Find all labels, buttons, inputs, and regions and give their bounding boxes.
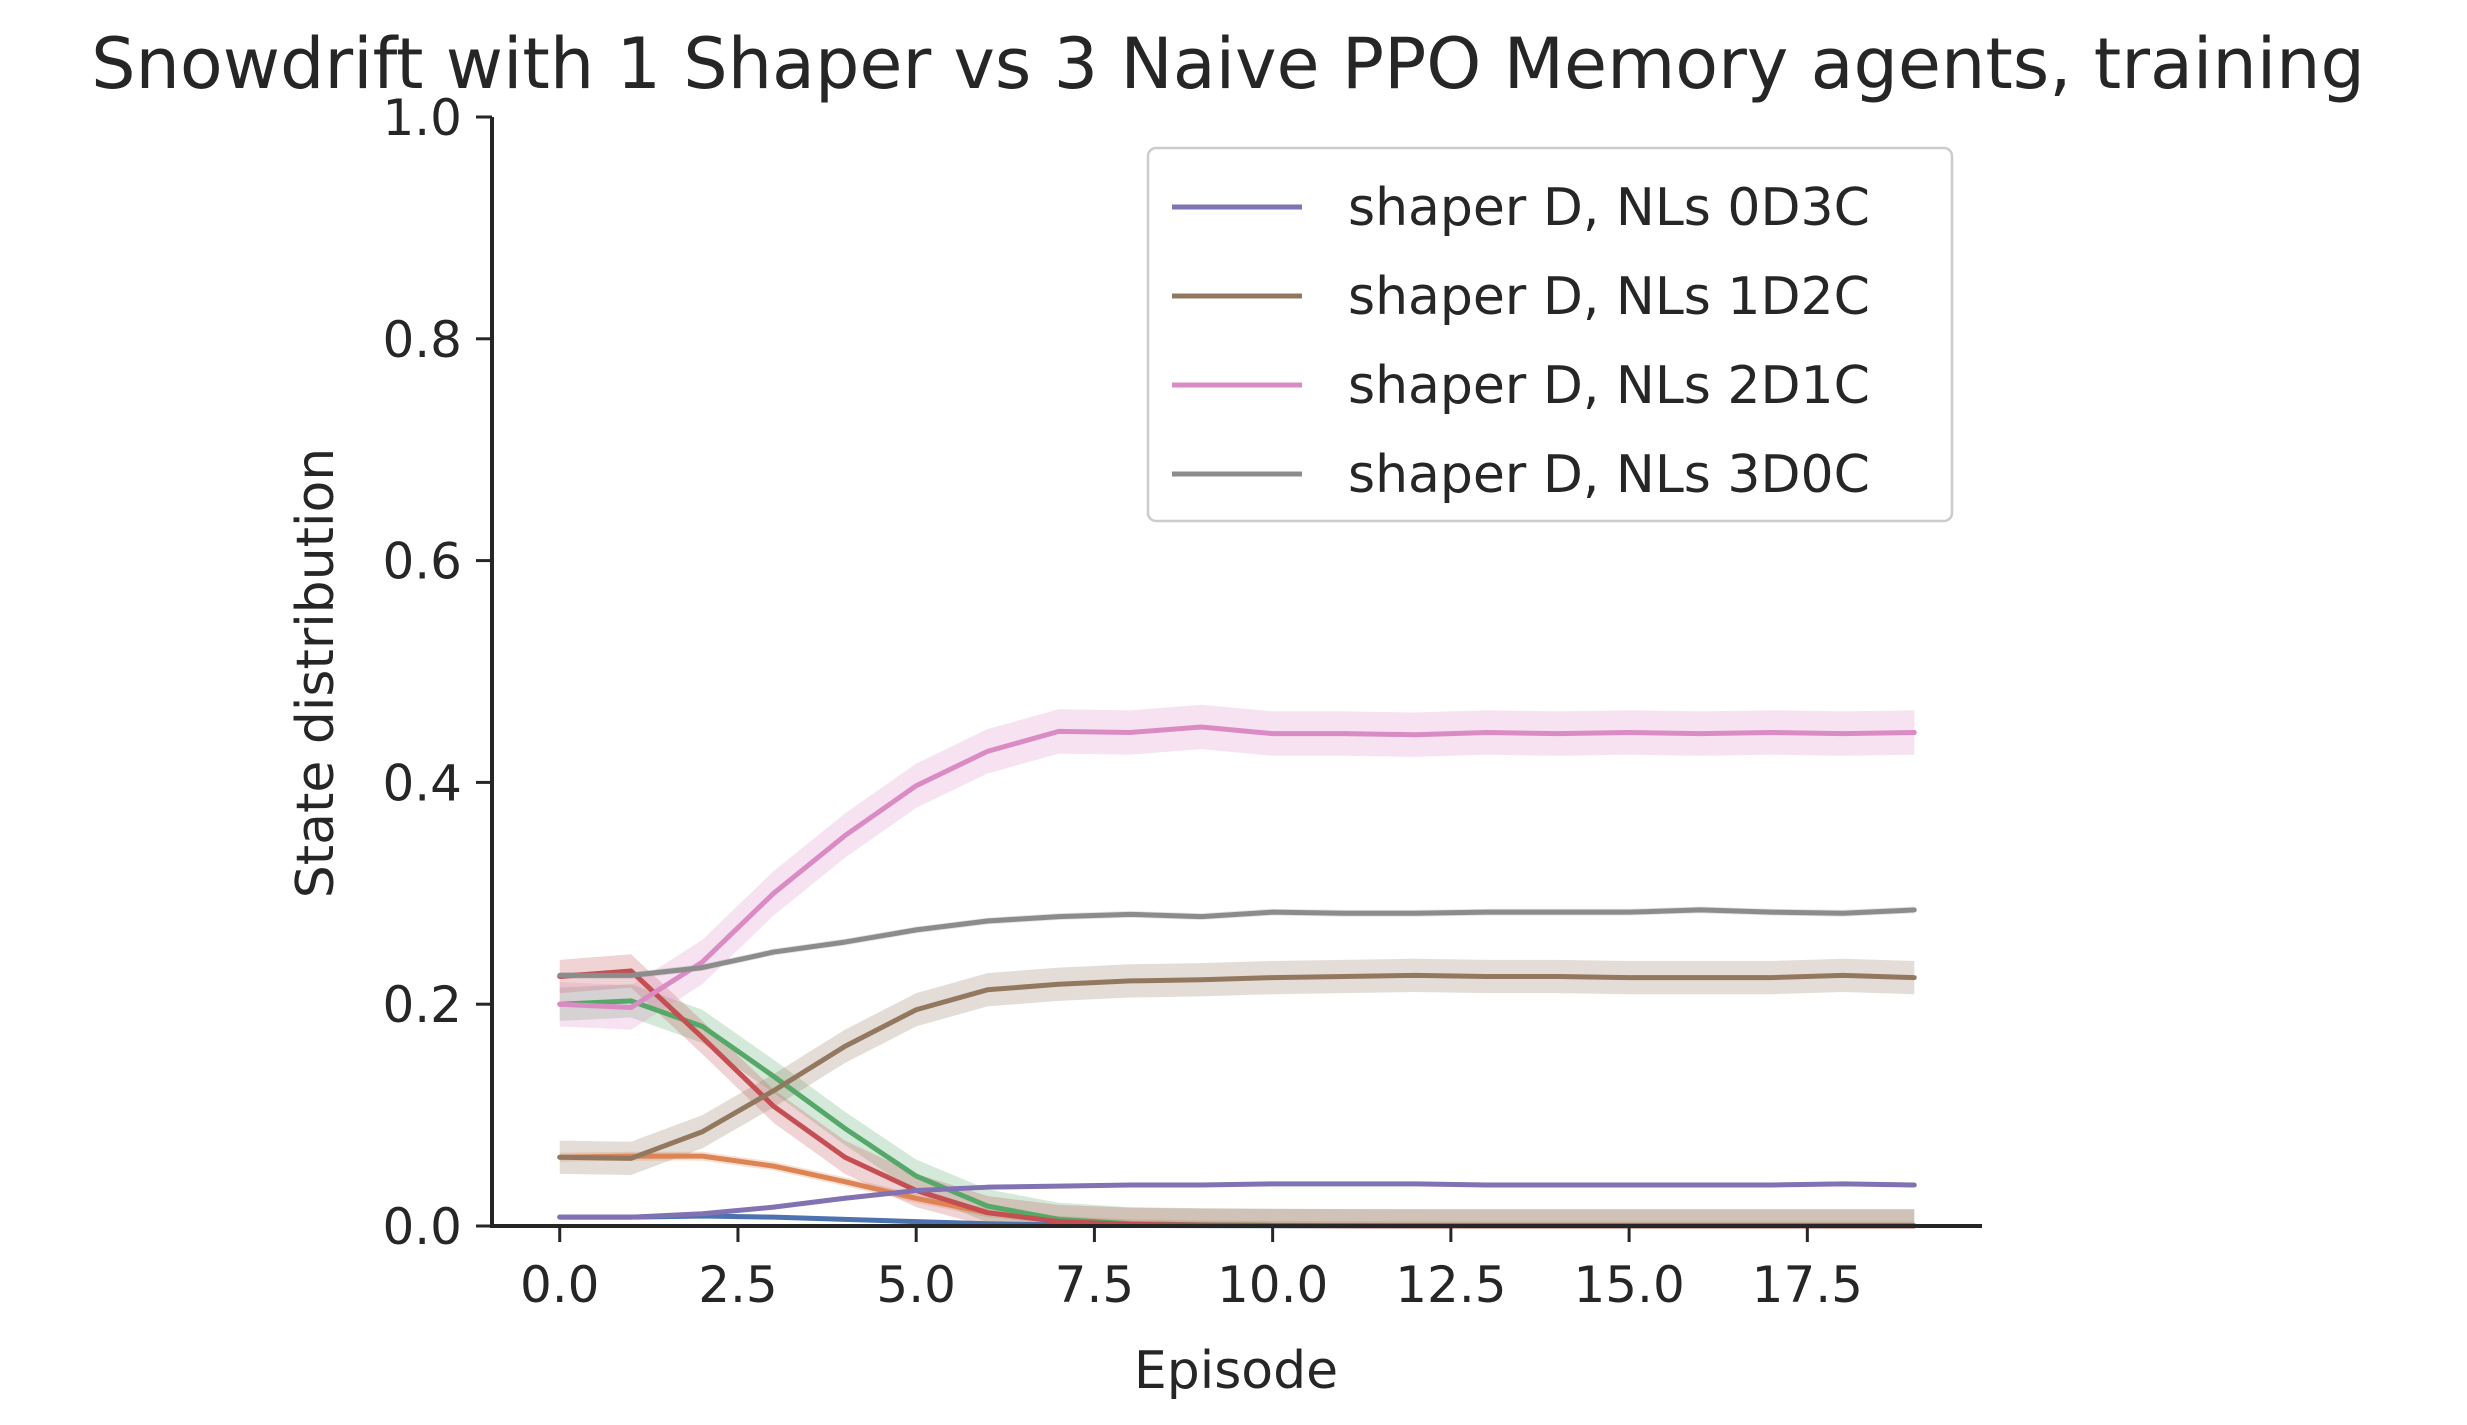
y-ticks: 0.0 0.2 0.4 0.6 0.8 1.0 bbox=[382, 89, 492, 1256]
y-tick-label: 0.2 bbox=[382, 976, 462, 1034]
x-tick-label: 10.0 bbox=[1217, 1256, 1328, 1314]
line-series-7 bbox=[557, 907, 1917, 978]
legend-label: shaper D, NLs 1D2C bbox=[1348, 267, 1870, 327]
band-series-5 bbox=[559, 958, 1915, 1175]
band-series-1 bbox=[559, 1151, 1915, 1226]
x-tick-label: 7.5 bbox=[1055, 1256, 1135, 1314]
x-tick-label: 15.0 bbox=[1573, 1256, 1684, 1314]
legend: shaper D, NLs 0D3C shaper D, NLs 1D2C shap… bbox=[1146, 146, 1954, 523]
legend-label: shaper D, NLs 2D1C bbox=[1348, 356, 1870, 416]
chart-title: Snowdrift with 1 Shaper vs 3 Naive PPO M… bbox=[91, 23, 2365, 105]
y-tick-label: 1.0 bbox=[382, 89, 462, 147]
x-tick-label: 12.5 bbox=[1395, 1256, 1506, 1314]
series-lines bbox=[557, 724, 1917, 1229]
x-tick-label: 2.5 bbox=[698, 1256, 778, 1314]
y-tick-label: 0.8 bbox=[382, 311, 462, 369]
legend-box bbox=[1146, 146, 1954, 523]
y-tick-label: 0.6 bbox=[382, 533, 462, 591]
line-series-5 bbox=[557, 972, 1917, 1161]
legend-label: shaper D, NLs 3D0C bbox=[1348, 445, 1870, 505]
line-series-4 bbox=[557, 1181, 1917, 1220]
x-tick-label: 17.5 bbox=[1752, 1256, 1863, 1314]
x-axis-label: Episode bbox=[1134, 1341, 1338, 1401]
line-series-6 bbox=[557, 724, 1917, 1011]
band-series-6 bbox=[559, 704, 1915, 1030]
axes: 0.0 2.5 5.0 7.5 10.0 12.5 15.0 17.5 0.00.20.40.… bbox=[382, 89, 1982, 1314]
confidence-bands bbox=[559, 704, 1915, 1226]
x-tick-label: 0.0 bbox=[520, 1256, 600, 1314]
x-ticks: 0.0 2.5 5.0 7.5 10.0 12.5 15.0 17.5 bbox=[520, 1226, 1863, 1314]
y-axis-label: State distribution bbox=[286, 448, 346, 899]
y-tick-label: 0.0 bbox=[382, 1198, 462, 1256]
y-tick-label: 0.4 bbox=[382, 754, 462, 812]
legend-label: shaper D, NLs 0D3C bbox=[1348, 178, 1870, 238]
x-tick-label: 5.0 bbox=[876, 1256, 956, 1314]
